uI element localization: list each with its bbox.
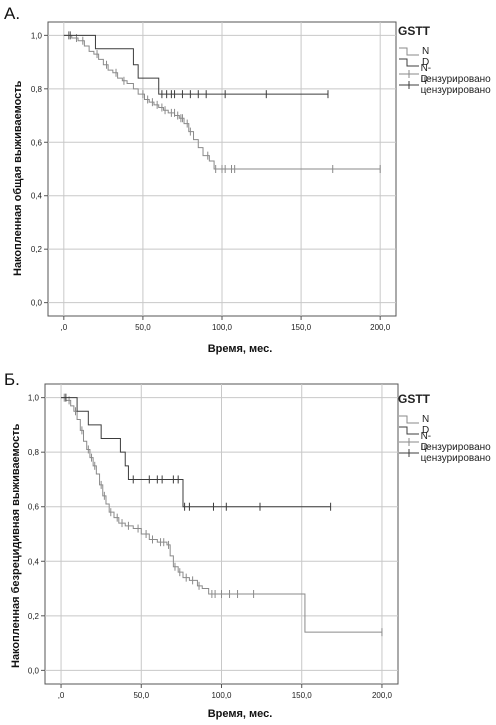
y-tick-label: 1,0 bbox=[28, 394, 40, 403]
chart-b-legend: GSTT N D N-цензурировано D-цензурировано bbox=[398, 392, 496, 464]
legend-item-n-censored: N-цензурировано bbox=[398, 431, 496, 453]
y-tick-label: 0,4 bbox=[31, 192, 43, 201]
chart-b-x-axis-label: Время, мес. bbox=[207, 708, 273, 720]
y-tick-label: 0,0 bbox=[28, 666, 40, 675]
legend-n-step-icon bbox=[399, 415, 419, 424]
y-tick-label: 0,0 bbox=[31, 299, 43, 308]
y-tick-label: 0,4 bbox=[28, 557, 40, 566]
y-tick-label: 0,6 bbox=[28, 503, 40, 512]
x-tick-label: 100,0 bbox=[211, 691, 232, 700]
legend-d-censor-icon bbox=[399, 449, 419, 457]
legend-item-d: D bbox=[398, 425, 496, 436]
legend-item-label: D-цензурировано bbox=[420, 441, 491, 464]
x-tick-label: 200,0 bbox=[370, 323, 391, 332]
x-tick-label: 50,0 bbox=[133, 691, 149, 700]
chart-a-x-axis-label: Время, мес. bbox=[207, 343, 273, 355]
legend-item-n: N bbox=[398, 46, 496, 57]
legend-item-label: N bbox=[422, 414, 430, 425]
legend-title: GSTT bbox=[398, 24, 430, 38]
legend-d-step-icon bbox=[399, 426, 419, 435]
panel-a-label: А. bbox=[4, 4, 21, 23]
legend-item-label: N bbox=[422, 46, 430, 57]
y-tick-label: 0,2 bbox=[28, 612, 40, 621]
y-tick-label: 0,8 bbox=[28, 448, 40, 457]
chart-a-y-axis-label: Накопленная общая выживаемость bbox=[12, 80, 24, 276]
legend-item-label: D-цензурировано bbox=[420, 73, 491, 96]
legend-item-d-censored: D-цензурировано bbox=[398, 74, 496, 96]
chart-b: ,0 50,0 100,0 150,0 200,0 0,0 0,2 0,4 0,6 0,8 1,0 bbox=[28, 383, 399, 700]
legend-n-step-icon bbox=[399, 47, 419, 56]
x-tick-label: 150,0 bbox=[291, 323, 312, 332]
x-tick-label: 100,0 bbox=[212, 323, 233, 332]
survival-curve-n bbox=[61, 397, 382, 633]
legend-item-label: D bbox=[422, 425, 430, 436]
x-tick-label: 200,0 bbox=[372, 691, 393, 700]
legend-item-label: D bbox=[422, 57, 430, 68]
y-tick-label: 0,6 bbox=[31, 138, 43, 147]
legend-item-d-censored: D-цензурировано bbox=[398, 442, 496, 464]
chart-a: ,0 50,0 100,0 150,0 200,0 0,0 0,2 0,4 0,6 0,8 1,0 bbox=[31, 21, 397, 332]
x-tick-label: 50,0 bbox=[135, 323, 151, 332]
legend-item-label: N-цензурировано bbox=[420, 430, 491, 453]
legend-d-step-icon bbox=[399, 58, 419, 67]
legend-item-d: D bbox=[398, 57, 496, 68]
legend-item-n: N bbox=[398, 414, 496, 425]
survival-curve-d bbox=[61, 397, 331, 508]
x-tick-label: ,0 bbox=[60, 323, 67, 332]
chart-b-y-axis-label: Накопленная безрецидивная выживаемость bbox=[10, 423, 22, 668]
panel-b-label: Б. bbox=[4, 370, 20, 389]
chart-a-legend: GSTT N D N-цензурировано D-цензурировано bbox=[398, 24, 496, 96]
legend-d-censor-icon bbox=[399, 81, 419, 89]
x-tick-label: ,0 bbox=[58, 691, 65, 700]
legend-n-censor-icon bbox=[399, 438, 419, 446]
y-tick-label: 1,0 bbox=[31, 31, 43, 40]
legend-item-label: N-цензурировано bbox=[420, 62, 491, 85]
x-tick-label: 150,0 bbox=[292, 691, 313, 700]
survival-curve-n bbox=[63, 34, 381, 170]
legend-n-censor-icon bbox=[399, 70, 419, 78]
legend-title: GSTT bbox=[398, 392, 430, 406]
survival-curve-d bbox=[63, 34, 328, 95]
legend-item-n-censored: N-цензурировано bbox=[398, 63, 496, 85]
y-tick-label: 0,2 bbox=[31, 245, 43, 254]
y-tick-label: 0,8 bbox=[31, 85, 43, 94]
